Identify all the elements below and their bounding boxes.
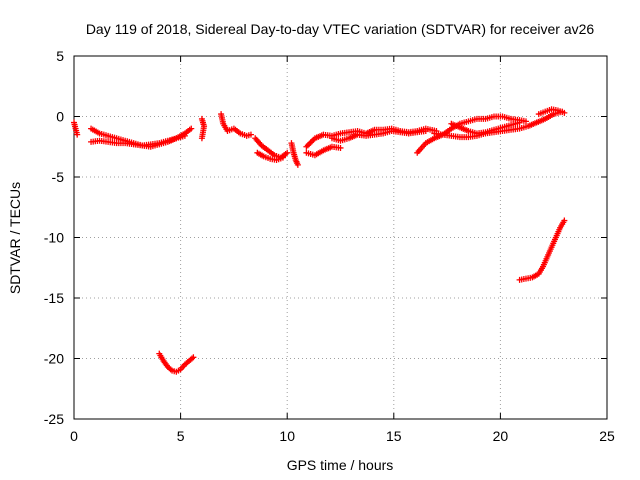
x-tick-label: 10	[279, 428, 295, 444]
x-tick-label: 0	[70, 428, 78, 444]
data-point	[247, 131, 254, 138]
y-tick-label: -20	[44, 351, 64, 367]
data-point	[306, 140, 313, 147]
series-sat-q	[516, 217, 568, 283]
data-point	[74, 131, 81, 138]
series-sat-j	[303, 143, 344, 159]
y-tick-label: -10	[44, 230, 64, 246]
data-point	[516, 119, 523, 126]
series-sat-l	[414, 113, 529, 156]
x-tick-label: 25	[599, 428, 615, 444]
data-point	[522, 118, 529, 125]
series-sat-g	[254, 149, 286, 164]
data-point	[422, 128, 429, 135]
data-point	[337, 144, 344, 151]
data-point	[284, 149, 291, 156]
axis-ticks	[73, 55, 608, 420]
data-point	[309, 138, 316, 145]
data-point	[294, 161, 301, 168]
data-point	[190, 354, 197, 361]
y-tick-labels: 5 0 -5 -10 -15 -20 -25	[44, 48, 64, 427]
y-tick-label: -5	[52, 169, 65, 185]
series-sat-e	[218, 111, 254, 139]
y-tick-label: 0	[56, 109, 64, 125]
x-tick-label: 20	[493, 428, 509, 444]
series-sat-f	[252, 135, 291, 161]
data-points	[71, 106, 568, 375]
x-tick-labels: 0 5 10 15 20 25	[70, 428, 615, 444]
y-tick-label: -25	[44, 411, 64, 427]
series-sat-m	[431, 108, 566, 141]
data-point	[188, 125, 195, 132]
x-axis-label: GPS time / hours	[287, 457, 394, 473]
data-point	[561, 109, 568, 116]
data-point	[279, 154, 286, 161]
y-axis-label: SDTVAR / TECUs	[7, 182, 23, 294]
data-point	[198, 135, 205, 142]
series-sat-n	[448, 119, 523, 137]
series-sat-d	[198, 115, 208, 142]
plot-frame	[73, 55, 608, 420]
series-sat-p	[156, 350, 197, 375]
data-point	[181, 132, 188, 139]
y-tick-label: 5	[56, 48, 64, 64]
y-tick-label: -15	[44, 290, 64, 306]
data-point	[304, 142, 311, 149]
series-sat-h	[288, 140, 301, 168]
x-tick-label: 15	[386, 428, 402, 444]
series-sat-c	[88, 132, 188, 149]
series-sat-k	[328, 128, 429, 144]
grid-lines	[74, 56, 607, 419]
x-tick-label: 5	[177, 428, 185, 444]
series-sat-a	[71, 119, 81, 138]
data-point	[307, 139, 314, 146]
series-sat-o	[535, 106, 568, 118]
chart-title: Day 119 of 2018, Sidereal Day-to-day VTE…	[86, 21, 595, 37]
data-point	[561, 217, 568, 224]
data-point	[303, 143, 310, 150]
